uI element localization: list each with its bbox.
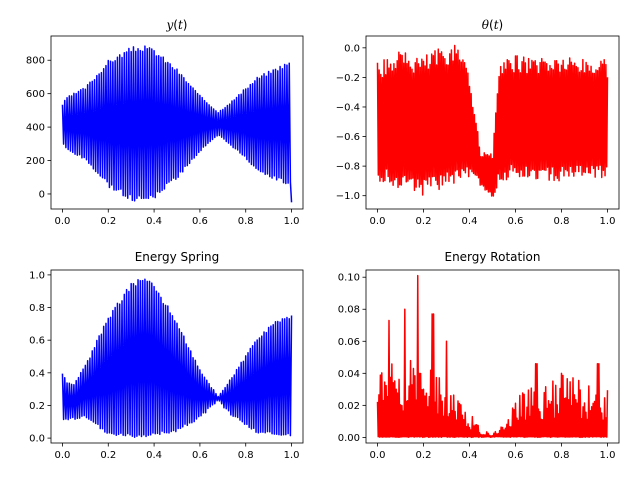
y-tick-label: 0.6 — [29, 336, 45, 347]
chart-title: Energy Spring — [135, 250, 220, 264]
x-tick-label: 0.2 — [100, 216, 116, 227]
y-tick-label: 0.4 — [29, 368, 45, 379]
series-line — [61, 45, 293, 203]
x-tick-label: 0.8 — [238, 216, 254, 227]
y-tick-label: 0.08 — [338, 305, 360, 316]
x-tick-label: 0.0 — [55, 450, 71, 461]
y-tick-label: 0.8 — [29, 303, 45, 314]
subplot-theta-t: 0.0 0.2 0.4 0.6 0.8 1.0 0.0 −0.2 −0.4 −0.6 −0.8 −1.… — [336, 18, 620, 227]
x-tick-label: 0.6 — [508, 216, 524, 227]
chart-title: Energy Rotation — [444, 250, 540, 264]
subplot-y-t: 0.0 0.2 0.4 0.6 0.8 1.0 0 200 400 600 800 y(t) — [26, 18, 304, 227]
x-tick-label: 0.4 — [146, 450, 162, 461]
x-tick-label: 0.2 — [416, 216, 432, 227]
y-tick-label: −0.2 — [336, 73, 360, 84]
axes-frame — [365, 269, 620, 444]
y-tick-label: 0.04 — [338, 369, 360, 380]
x-tick-label: 0.4 — [462, 216, 478, 227]
x-tick-label: 1.0 — [284, 216, 300, 227]
axes-frame — [365, 35, 620, 210]
y-tick-label: −1.0 — [336, 191, 360, 202]
subplot-energy-spring: 0.0 0.2 0.4 0.6 0.8 1.0 0.0 0.2 0.4 0.6 0.8 1.0 Ener… — [29, 250, 304, 461]
x-tick-label: 0.0 — [370, 450, 386, 461]
x-tick-label: 0.6 — [192, 216, 208, 227]
x-tick-label: 0.6 — [192, 450, 208, 461]
series-line — [61, 278, 293, 438]
y-tick-label: 0.10 — [338, 273, 360, 284]
x-tick-label: 1.0 — [600, 450, 616, 461]
x-tick-label: 0.4 — [146, 216, 162, 227]
x-tick-label: 1.0 — [600, 216, 616, 227]
x-tick-label: 0.2 — [100, 450, 116, 461]
y-tick-label: 0.00 — [338, 433, 360, 444]
x-tick-label: 0.0 — [55, 216, 71, 227]
y-tick-label: 600 — [26, 89, 45, 100]
x-tick-label: 0.8 — [554, 216, 570, 227]
y-tick-label: −0.8 — [336, 162, 360, 173]
x-tick-label: 0.6 — [508, 450, 524, 461]
y-tick-label: −0.6 — [336, 132, 360, 143]
y-tick-label: 200 — [26, 156, 45, 167]
x-tick-label: 0.2 — [416, 450, 432, 461]
y-tick-label: 0.02 — [338, 401, 360, 412]
series-line — [376, 44, 609, 197]
y-tick-label: 0.06 — [338, 337, 360, 348]
x-tick-label: 0.8 — [238, 450, 254, 461]
y-tick-label: 0.2 — [29, 401, 45, 412]
x-tick-label: 1.0 — [284, 450, 300, 461]
series-line — [376, 274, 609, 439]
x-tick-label: 0.8 — [554, 450, 570, 461]
axes-frame — [50, 35, 304, 210]
y-tick-label: 0.0 — [344, 43, 360, 54]
y-tick-label: 400 — [26, 123, 45, 134]
y-tick-label: 800 — [26, 56, 45, 67]
x-tick-label: 0.4 — [462, 450, 478, 461]
chart-title: y(t) — [166, 18, 188, 32]
x-tick-label: 0.0 — [370, 216, 386, 227]
y-tick-label: 0 — [39, 189, 45, 200]
chart-title: θ(t) — [482, 18, 503, 32]
subplot-energy-rotation: 0.0 0.2 0.4 0.6 0.8 1.0 0.00 0.02 0.04 0.06 0.08 0.… — [338, 250, 620, 461]
y-tick-label: 0.0 — [29, 434, 45, 445]
y-tick-label: 1.0 — [29, 270, 45, 281]
axes-frame — [50, 269, 304, 444]
y-tick-label: −0.4 — [336, 102, 360, 113]
